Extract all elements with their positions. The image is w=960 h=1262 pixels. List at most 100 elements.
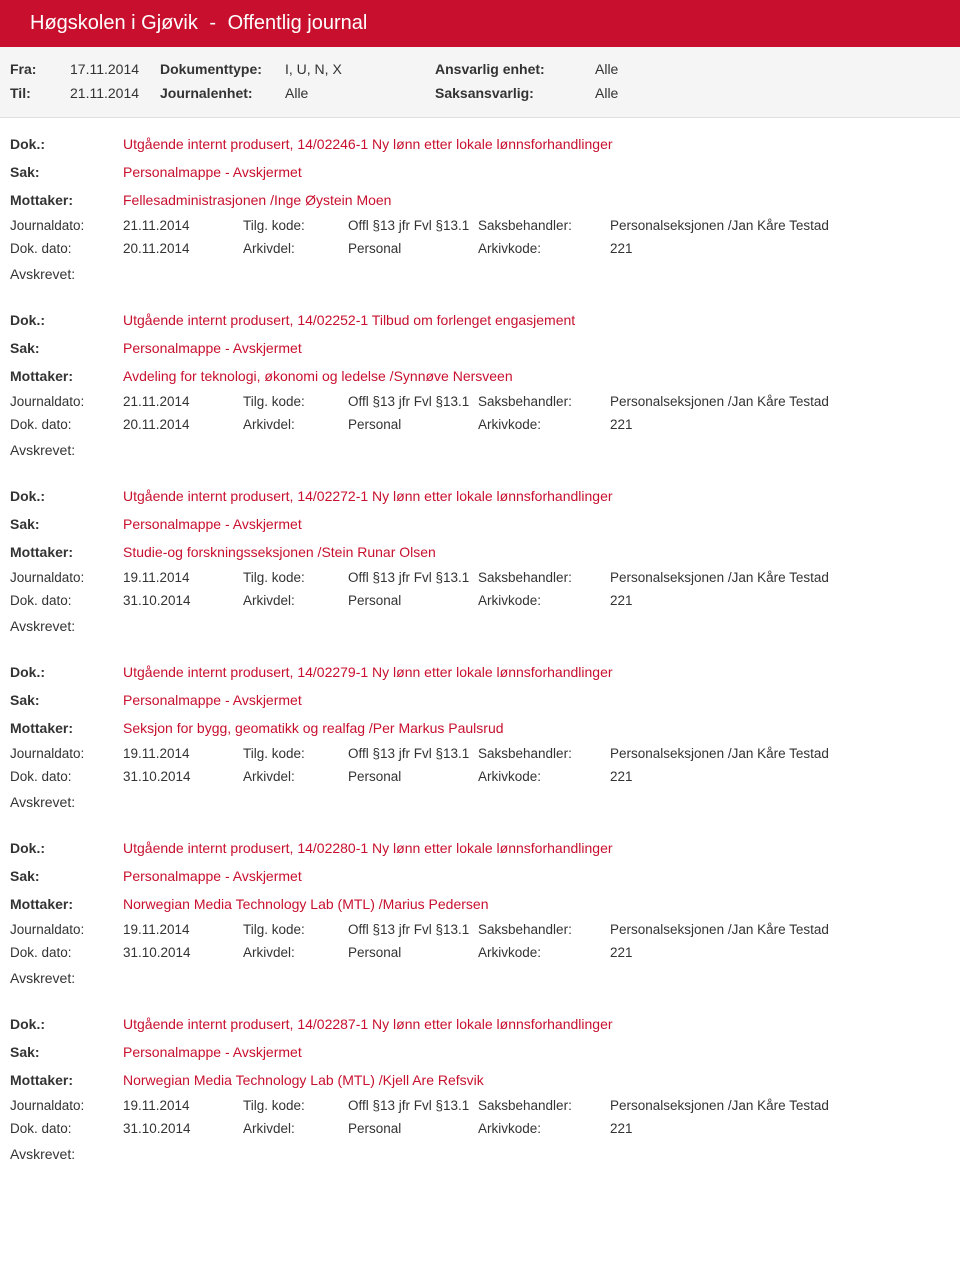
dok-label: Dok.:: [10, 664, 123, 680]
dokdato-value: 31.10.2014: [123, 769, 243, 784]
dokdato-value: 31.10.2014: [123, 1121, 243, 1136]
meta-row-2: Dok. dato: 20.11.2014 Arkivdel: Personal…: [10, 413, 950, 436]
dokdato-label: Dok. dato:: [10, 1121, 123, 1136]
journalenhet-label: Journalenhet:: [160, 85, 285, 101]
mottaker-row: Mottaker: Studie-og forskningsseksjonen …: [10, 538, 950, 566]
mottaker-row: Mottaker: Norwegian Media Technology Lab…: [10, 890, 950, 918]
mottaker-label: Mottaker:: [10, 1072, 123, 1088]
arkivdel-value: Personal: [348, 769, 478, 784]
saksbehandler-value: Personalseksjonen /Jan Kåre Testad: [610, 746, 950, 761]
arkivdel-value: Personal: [348, 1121, 478, 1136]
journaldato-label: Journaldato:: [10, 746, 123, 761]
arkivdel-value: Personal: [348, 241, 478, 256]
arkivkode-label: Arkivkode:: [478, 945, 610, 960]
tilgkode-label: Tilg. kode:: [243, 746, 348, 761]
arkivkode-value: 221: [610, 1121, 950, 1136]
dok-row: Dok.: Utgående internt produsert, 14/022…: [10, 834, 950, 862]
arkivkode-value: 221: [610, 769, 950, 784]
sak-value: Personalmappe - Avskjermet: [123, 340, 302, 356]
tilgkode-value: Offl §13 jfr Fvl §13.1: [348, 570, 478, 585]
dok-value: Utgående internt produsert, 14/02252-1 T…: [123, 312, 575, 328]
journaldato-value: 19.11.2014: [123, 922, 243, 937]
fra-value: 17.11.2014: [70, 61, 160, 77]
til-label: Til:: [10, 85, 70, 101]
mottaker-value: Avdeling for teknologi, økonomi og ledel…: [123, 368, 513, 384]
mottaker-value: Studie-og forskningsseksjonen /Stein Run…: [123, 544, 436, 560]
journaldato-label: Journaldato:: [10, 570, 123, 585]
sak-label: Sak:: [10, 164, 123, 180]
doktype-label: Dokumenttype:: [160, 61, 285, 77]
sak-value: Personalmappe - Avskjermet: [123, 1044, 302, 1060]
mottaker-label: Mottaker:: [10, 368, 123, 384]
tilgkode-value: Offl §13 jfr Fvl §13.1: [348, 218, 478, 233]
arkivkode-value: 221: [610, 945, 950, 960]
tilgkode-label: Tilg. kode:: [243, 1098, 348, 1113]
dokdato-value: 20.11.2014: [123, 417, 243, 432]
mottaker-value: Norwegian Media Technology Lab (MTL) /Ma…: [123, 896, 488, 912]
ansvarlig-label: Ansvarlig enhet:: [435, 61, 595, 77]
saksansvarlig-value: Alle: [595, 85, 618, 101]
dok-label: Dok.:: [10, 1016, 123, 1032]
arkivdel-value: Personal: [348, 945, 478, 960]
tilgkode-value: Offl §13 jfr Fvl §13.1: [348, 746, 478, 761]
tilgkode-value: Offl §13 jfr Fvl §13.1: [348, 922, 478, 937]
dokdato-label: Dok. dato:: [10, 241, 123, 256]
dok-row: Dok.: Utgående internt produsert, 14/022…: [10, 130, 950, 158]
journaldato-label: Journaldato:: [10, 1098, 123, 1113]
dok-row: Dok.: Utgående internt produsert, 14/022…: [10, 482, 950, 510]
meta-row-2: Dok. dato: 31.10.2014 Arkivdel: Personal…: [10, 765, 950, 788]
avskrevet-label: Avskrevet:: [10, 436, 950, 462]
meta-row-2: Dok. dato: 31.10.2014 Arkivdel: Personal…: [10, 941, 950, 964]
filter-row-1: Fra: 17.11.2014 Dokumenttype: I, U, N, X…: [10, 57, 950, 81]
dokdato-label: Dok. dato:: [10, 417, 123, 432]
ansvarlig-value: Alle: [595, 61, 618, 77]
sak-value: Personalmappe - Avskjermet: [123, 868, 302, 884]
meta-row-1: Journaldato: 19.11.2014 Tilg. kode: Offl…: [10, 742, 950, 765]
journaldato-value: 21.11.2014: [123, 218, 243, 233]
avskrevet-label: Avskrevet:: [10, 260, 950, 286]
dok-row: Dok.: Utgående internt produsert, 14/022…: [10, 306, 950, 334]
header-separator: -: [209, 12, 216, 34]
sak-label: Sak:: [10, 1044, 123, 1060]
arkivdel-label: Arkivdel:: [243, 945, 348, 960]
dok-value: Utgående internt produsert, 14/02279-1 N…: [123, 664, 613, 680]
arkivdel-value: Personal: [348, 593, 478, 608]
sak-row: Sak: Personalmappe - Avskjermet: [10, 158, 950, 186]
meta-row-2: Dok. dato: 31.10.2014 Arkivdel: Personal…: [10, 1117, 950, 1140]
sak-label: Sak:: [10, 692, 123, 708]
arkivdel-label: Arkivdel:: [243, 417, 348, 432]
dokdato-value: 20.11.2014: [123, 241, 243, 256]
saksansvarlig-label: Saksansvarlig:: [435, 85, 595, 101]
journaldato-value: 19.11.2014: [123, 570, 243, 585]
saksbehandler-value: Personalseksjonen /Jan Kåre Testad: [610, 394, 950, 409]
meta-row-1: Journaldato: 19.11.2014 Tilg. kode: Offl…: [10, 566, 950, 589]
dok-value: Utgående internt produsert, 14/02287-1 N…: [123, 1016, 613, 1032]
avskrevet-label: Avskrevet:: [10, 788, 950, 814]
arkivkode-label: Arkivkode:: [478, 417, 610, 432]
dok-label: Dok.:: [10, 488, 123, 504]
avskrevet-label: Avskrevet:: [10, 1140, 950, 1166]
journaldato-value: 19.11.2014: [123, 746, 243, 761]
mottaker-label: Mottaker:: [10, 192, 123, 208]
arkivkode-value: 221: [610, 417, 950, 432]
saksbehandler-value: Personalseksjonen /Jan Kåre Testad: [610, 570, 950, 585]
meta-row-1: Journaldato: 19.11.2014 Tilg. kode: Offl…: [10, 918, 950, 941]
dok-row: Dok.: Utgående internt produsert, 14/022…: [10, 1010, 950, 1038]
dokdato-label: Dok. dato:: [10, 945, 123, 960]
mottaker-row: Mottaker: Norwegian Media Technology Lab…: [10, 1066, 950, 1094]
arkivdel-label: Arkivdel:: [243, 593, 348, 608]
sak-label: Sak:: [10, 516, 123, 532]
tilgkode-value: Offl §13 jfr Fvl §13.1: [348, 1098, 478, 1113]
journal-entry: Dok.: Utgående internt produsert, 14/022…: [0, 646, 960, 822]
arkivkode-label: Arkivkode:: [478, 1121, 610, 1136]
journaldato-label: Journaldato:: [10, 394, 123, 409]
dok-value: Utgående internt produsert, 14/02272-1 N…: [123, 488, 613, 504]
tilgkode-value: Offl §13 jfr Fvl §13.1: [348, 394, 478, 409]
journalenhet-value: Alle: [285, 85, 435, 101]
avskrevet-label: Avskrevet:: [10, 964, 950, 990]
til-value: 21.11.2014: [70, 85, 160, 101]
mottaker-row: Mottaker: Fellesadministrasjonen /Inge Ø…: [10, 186, 950, 214]
mottaker-label: Mottaker:: [10, 720, 123, 736]
tilgkode-label: Tilg. kode:: [243, 394, 348, 409]
org-name: Høgskolen i Gjøvik: [30, 12, 198, 34]
